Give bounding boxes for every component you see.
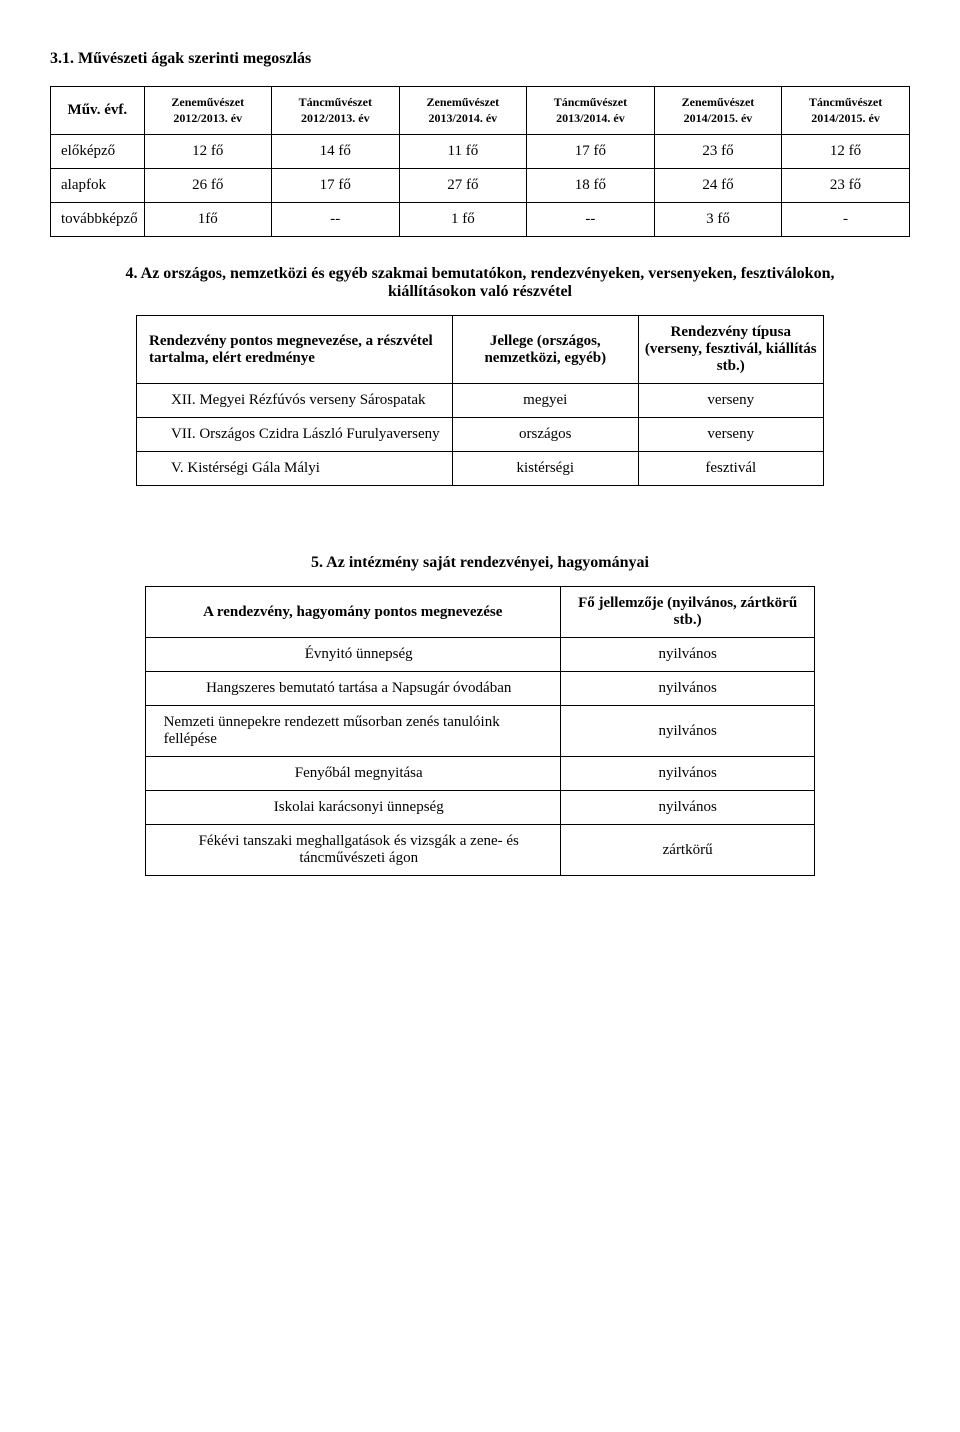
col-tanc-1314: Táncművészet 2013/2014. év <box>526 87 654 135</box>
cell: 24 fő <box>654 169 781 203</box>
event-scope: kistérségi <box>453 452 638 486</box>
tradition-feature: nyilvános <box>560 791 815 825</box>
event-type: verseny <box>638 384 824 418</box>
col-muv-evf: Műv. évf. <box>51 87 145 135</box>
table-header-row: A rendezvény, hagyomány pontos megnevezé… <box>145 587 815 638</box>
table-row: alapfok 26 fő 17 fő 27 fő 18 fő 24 fő 23… <box>51 169 910 203</box>
table-traditions: A rendezvény, hagyomány pontos megnevezé… <box>145 586 816 876</box>
tradition-feature: zártkörű <box>560 825 815 876</box>
cell: 23 fő <box>782 169 910 203</box>
tradition-feature: nyilvános <box>560 638 815 672</box>
tradition-name: Hangszeres bemutató tartása a Napsugár ó… <box>145 672 560 706</box>
row-label: továbbképző <box>51 203 145 237</box>
section-5-title: 5. Az intézmény saját rendezvényei, hagy… <box>50 554 910 572</box>
cell: 17 fő <box>526 135 654 169</box>
cell: 27 fő <box>399 169 526 203</box>
table-row: XII. Megyei Rézfúvós verseny Sárospatak … <box>137 384 824 418</box>
event-scope: országos <box>453 418 638 452</box>
section-3-1-title: 3.1. Művészeti ágak szerinti megoszlás <box>50 50 910 68</box>
row-label: alapfok <box>51 169 145 203</box>
table-header-row: Műv. évf. Zeneművészet 2012/2013. év Tán… <box>51 87 910 135</box>
cell: 14 fő <box>271 135 399 169</box>
table-distribution: Műv. évf. Zeneművészet 2012/2013. év Tán… <box>50 86 910 237</box>
event-name: XII. Megyei Rézfúvós verseny Sárospatak <box>137 384 453 418</box>
col-event-scope: Jellege (országos, nemzetközi, egyéb) <box>453 316 638 384</box>
tradition-feature: nyilvános <box>560 757 815 791</box>
tradition-name: Fenyőbál megnyitása <box>145 757 560 791</box>
tradition-feature: nyilvános <box>560 672 815 706</box>
col-event-type: Rendezvény típusa (verseny, fesztivál, k… <box>638 316 824 384</box>
cell: 12 fő <box>144 135 271 169</box>
row-label: előképző <box>51 135 145 169</box>
table-row: Nemzeti ünnepekre rendezett műsorban zen… <box>145 706 815 757</box>
table-row: Évnyitó ünnepség nyilvános <box>145 638 815 672</box>
cell: 26 fő <box>144 169 271 203</box>
col-zene-1314: Zeneművészet 2013/2014. év <box>399 87 526 135</box>
table-row: Fenyőbál megnyitása nyilvános <box>145 757 815 791</box>
cell: 1 fő <box>399 203 526 237</box>
tradition-name: Évnyitó ünnepség <box>145 638 560 672</box>
event-scope: megyei <box>453 384 638 418</box>
cell: 12 fő <box>782 135 910 169</box>
table-row: V. Kistérségi Gála Mályi kistérségi fesz… <box>137 452 824 486</box>
cell: 23 fő <box>654 135 781 169</box>
table-row: Fékévi tanszaki meghallgatások és vizsgá… <box>145 825 815 876</box>
cell: 11 fő <box>399 135 526 169</box>
cell: 1fő <box>144 203 271 237</box>
table-events: Rendezvény pontos megnevezése, a részvét… <box>136 315 824 486</box>
table-row: előképző 12 fő 14 fő 11 fő 17 fő 23 fő 1… <box>51 135 910 169</box>
col-event-name: Rendezvény pontos megnevezése, a részvét… <box>137 316 453 384</box>
tradition-name: Iskolai karácsonyi ünnepség <box>145 791 560 825</box>
col-zene-1415: Zeneművészet 2014/2015. év <box>654 87 781 135</box>
col-zene-1213: Zeneművészet 2012/2013. év <box>144 87 271 135</box>
cell: 18 fő <box>526 169 654 203</box>
event-type: fesztivál <box>638 452 824 486</box>
table-row: Iskolai karácsonyi ünnepség nyilvános <box>145 791 815 825</box>
section-4-title: 4. Az országos, nemzetközi és egyéb szak… <box>50 265 910 301</box>
event-type: verseny <box>638 418 824 452</box>
cell: 3 fő <box>654 203 781 237</box>
event-name: V. Kistérségi Gála Mályi <box>137 452 453 486</box>
cell: 17 fő <box>271 169 399 203</box>
col-tradition-name: A rendezvény, hagyomány pontos megnevezé… <box>145 587 560 638</box>
col-tanc-1415: Táncművészet 2014/2015. év <box>782 87 910 135</box>
cell: - <box>782 203 910 237</box>
tradition-name: Fékévi tanszaki meghallgatások és vizsgá… <box>145 825 560 876</box>
table-row: továbbképző 1fő -- 1 fő -- 3 fő - <box>51 203 910 237</box>
table-header-row: Rendezvény pontos megnevezése, a részvét… <box>137 316 824 384</box>
table-row: VII. Országos Czidra László Furulyaverse… <box>137 418 824 452</box>
cell: -- <box>271 203 399 237</box>
col-tradition-feature: Fő jellemzője (nyilvános, zártkörű stb.) <box>560 587 815 638</box>
col-tanc-1213: Táncművészet 2012/2013. év <box>271 87 399 135</box>
event-name: VII. Országos Czidra László Furulyaverse… <box>137 418 453 452</box>
table-row: Hangszeres bemutató tartása a Napsugár ó… <box>145 672 815 706</box>
tradition-feature: nyilvános <box>560 706 815 757</box>
tradition-name: Nemzeti ünnepekre rendezett műsorban zen… <box>145 706 560 757</box>
cell: -- <box>526 203 654 237</box>
